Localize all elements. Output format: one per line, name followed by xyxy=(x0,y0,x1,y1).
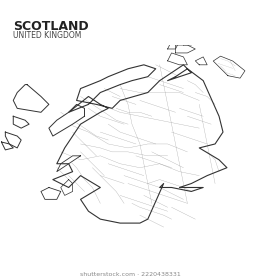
Polygon shape xyxy=(168,53,187,65)
Text: UNITED KINGDOM: UNITED KINGDOM xyxy=(13,31,81,40)
Polygon shape xyxy=(1,142,13,150)
Polygon shape xyxy=(168,41,179,49)
Polygon shape xyxy=(13,85,49,112)
Polygon shape xyxy=(13,116,29,128)
Polygon shape xyxy=(57,156,81,172)
Polygon shape xyxy=(5,132,21,148)
Polygon shape xyxy=(61,179,73,195)
Polygon shape xyxy=(49,104,84,136)
Polygon shape xyxy=(41,188,61,199)
Polygon shape xyxy=(53,65,227,223)
Polygon shape xyxy=(176,45,195,53)
Polygon shape xyxy=(195,57,207,65)
Text: SCOTLAND: SCOTLAND xyxy=(13,20,89,32)
Polygon shape xyxy=(183,37,195,45)
Text: shutterstock.com · 2220438331: shutterstock.com · 2220438331 xyxy=(80,272,180,277)
